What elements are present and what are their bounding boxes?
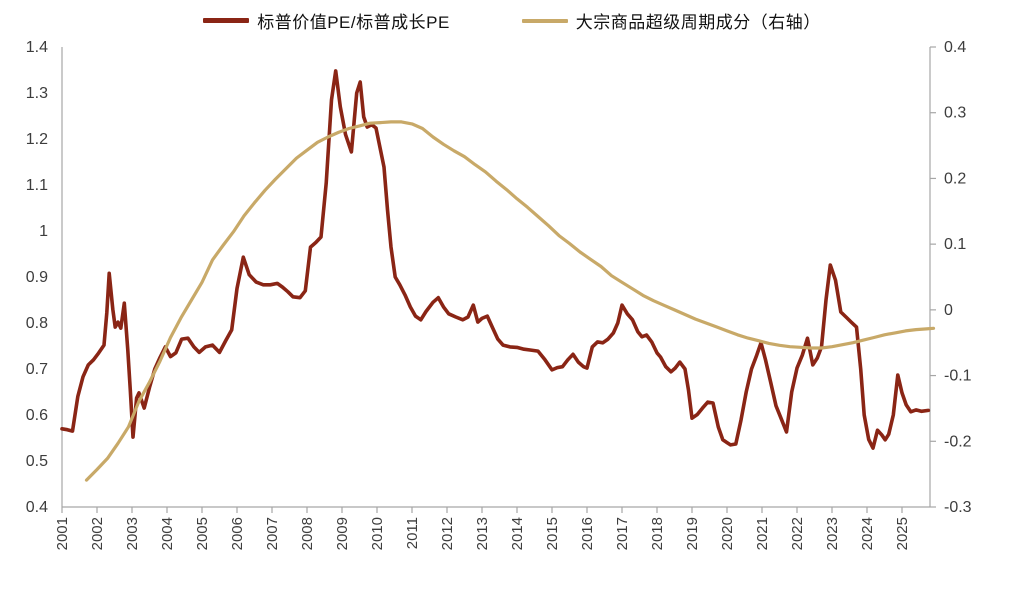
left-axis-tick-label: 0.6 (26, 407, 48, 424)
x-axis-tick-label: 2020 (719, 517, 736, 550)
x-axis-tick-label: 2014 (509, 517, 526, 550)
x-axis-tick-label: 2001 (54, 517, 71, 550)
left-axis-tick-label: 1.2 (26, 131, 48, 148)
x-axis-tick-label: 2024 (859, 517, 876, 550)
x-axis-tick-label: 2017 (614, 517, 631, 550)
x-axis-tick-label: 2003 (124, 517, 141, 550)
right-axis-tick-label: 0.1 (944, 236, 966, 253)
x-axis-tick-label: 2018 (649, 517, 666, 550)
x-axis-tick-label: 2005 (194, 517, 211, 550)
series-line-value-growth-pe (60, 69, 931, 450)
x-axis-tick-label: 2002 (89, 517, 106, 550)
right-axis-tick-label: 0.2 (944, 170, 966, 187)
x-axis-tick-label: 2006 (229, 517, 246, 550)
legend-item-commodity-supercycle: 大宗商品超级周期成分（右轴） (521, 8, 821, 33)
legend-item-value-growth-pe: 标普价值PE/标普成长PE (203, 8, 450, 33)
x-axis-tick-label: 2010 (369, 517, 386, 550)
x-axis-tick-label: 2015 (544, 517, 561, 550)
left-axis-tick-label: 1.4 (26, 39, 48, 56)
right-axis-tick-label: -0.3 (944, 499, 972, 516)
x-axis-tick-label: 2023 (824, 517, 841, 550)
x-axis-tick-label: 2025 (894, 517, 911, 550)
left-axis-tick-label: 0.5 (26, 453, 48, 470)
legend-label-value-growth-pe: 标普价值PE/标普成长PE (257, 13, 450, 32)
left-axis-tick-label: 1 (39, 223, 48, 240)
x-axis-tick-label: 2022 (789, 517, 806, 550)
x-axis-tick-label: 2008 (299, 517, 316, 550)
right-axis-tick-label: -0.1 (944, 368, 972, 385)
left-axis-tick-label: 0.8 (26, 315, 48, 332)
x-axis-tick-label: 2007 (264, 517, 281, 550)
left-axis-tick-label: 0.9 (26, 269, 48, 286)
x-axis-tick-label: 2016 (579, 517, 596, 550)
right-axis-tick-label: 0 (944, 302, 953, 319)
x-axis-tick-label: 2012 (439, 517, 456, 550)
x-axis-tick-label: 2019 (684, 517, 701, 550)
x-axis-tick-label: 2011 (404, 517, 421, 549)
left-axis-tick-label: 1.1 (26, 177, 48, 194)
right-axis-tick-label: 0.4 (944, 39, 966, 56)
series-line-commodity-supercycle (84, 120, 936, 482)
legend-swatch-gold-line (521, 18, 568, 23)
left-axis-tick-label: 0.4 (26, 499, 48, 516)
right-axis-tick-label: -0.2 (944, 433, 972, 450)
left-axis-tick-label: 1.3 (26, 85, 48, 102)
x-axis-tick-label: 2009 (334, 517, 351, 550)
right-axis-tick-label: 0.3 (944, 105, 966, 122)
x-axis-tick-label: 2021 (754, 517, 771, 550)
legend-label-commodity-supercycle: 大宗商品超级周期成分（右轴） (575, 13, 821, 32)
chart-legend: 标普价值PE/标普成长PE 大宗商品超级周期成分（右轴） (0, 8, 1024, 33)
left-axis-tick-label: 0.7 (26, 361, 48, 378)
legend-swatch-red-line (203, 18, 250, 23)
x-axis-tick-label: 2004 (159, 517, 176, 550)
x-axis-tick-label: 2013 (474, 517, 491, 550)
